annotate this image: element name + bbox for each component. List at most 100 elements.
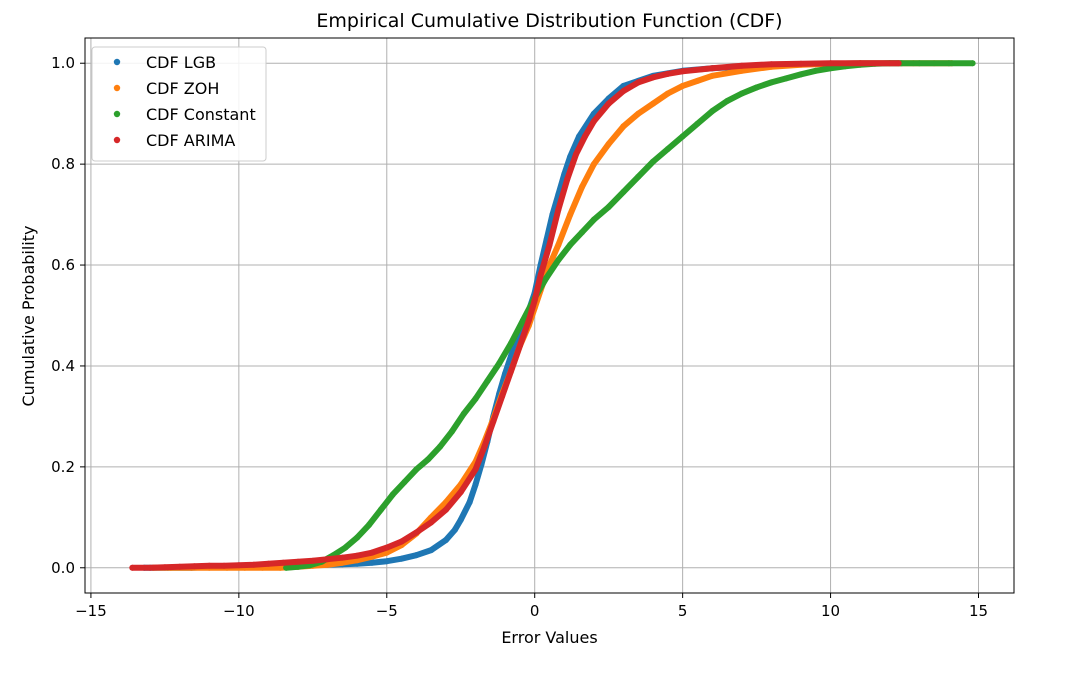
x-tick-label: −10 [223,602,255,620]
data-point [354,534,361,541]
data-point [280,559,287,566]
data-point [339,554,346,561]
data-point [531,297,538,304]
data-point [567,241,574,248]
data-point [579,183,586,190]
data-point [694,120,701,127]
data-point [398,555,405,562]
data-point [401,479,408,485]
data-point [679,68,686,75]
data-point [812,67,819,74]
data-point [567,211,574,218]
x-tick-label: −15 [75,602,107,620]
data-point [191,563,198,570]
y-tick-label: 1.0 [51,54,75,72]
legend-label: CDF Constant [146,105,256,124]
data-point [650,100,657,107]
data-point [295,563,302,570]
data-point [129,564,136,571]
data-point [235,562,242,569]
data-point [827,65,834,72]
data-point [366,521,373,528]
x-axis-label: Error Values [501,628,597,647]
data-point [484,378,491,385]
data-point [295,558,302,565]
data-point [546,241,553,248]
data-point [339,559,346,566]
x-tick-label: 15 [969,602,988,620]
y-tick-label: 0.2 [51,458,75,476]
data-point [768,79,775,86]
data-point [448,428,455,435]
chart-title: Empirical Cumulative Distribution Functi… [316,10,782,32]
x-tick-label: −5 [376,602,398,620]
data-point [508,352,515,359]
data-point [451,526,458,533]
x-axis-ticks: −15 −10 −5 0 5 10 15 [75,593,988,620]
data-point [916,60,923,67]
data-point [738,67,745,74]
y-tick-label: 0.6 [51,256,75,274]
data-point [590,161,597,168]
y-tick-label: 0.4 [51,357,75,375]
legend-label: CDF ARIMA [146,131,235,150]
data-point [277,564,284,571]
data-point [969,60,976,67]
data-point [309,557,316,564]
data-point [564,176,571,183]
series-cdf-arima [129,60,902,571]
data-point [499,393,506,400]
data-point [664,90,671,97]
data-point [709,65,716,72]
data-point [342,544,349,551]
data-point [161,564,168,571]
data-point [457,516,464,523]
y-axis-ticks: 0.0 0.2 0.4 0.6 0.8 1.0 [51,54,85,577]
legend: CDF LGB CDF ZOH CDF Constant CDF ARIMA [91,46,267,162]
data-point [605,204,612,211]
data-point [620,188,627,195]
data-point [147,564,154,571]
data-point [664,70,671,77]
data-point [221,562,228,569]
data-point [472,466,479,473]
data-point [555,241,562,248]
series-cdf-constant [283,60,976,571]
data-point [425,456,432,463]
x-tick-label: 0 [530,602,540,620]
data-point [413,466,420,473]
data-point [442,537,449,544]
data-point [368,549,375,556]
y-tick-label: 0.0 [51,559,75,577]
data-point [413,552,420,559]
data-point [537,272,544,279]
data-point [413,529,420,536]
legend-label: CDF ZOH [146,79,219,98]
data-point [590,216,597,223]
data-point [457,489,464,496]
data-point [368,559,375,566]
plot-frame [84,37,1015,594]
data-point [797,71,804,78]
legend-label: CDF LGB [146,53,216,72]
series-layer [129,60,976,571]
data-point [398,538,405,545]
data-point [428,547,435,554]
data-point [709,108,716,115]
data-point [620,87,627,94]
data-point [768,61,775,68]
data-point [437,443,444,450]
data-point [324,556,331,563]
data-point [650,74,657,81]
data-point [664,146,671,152]
data-point [590,118,597,125]
data-point [635,110,642,117]
data-point [650,158,657,165]
data-point [738,62,745,69]
data-point [496,360,503,367]
data-point [857,60,864,67]
data-point [635,79,642,86]
data-point [724,98,731,105]
legend-marker [113,136,121,144]
